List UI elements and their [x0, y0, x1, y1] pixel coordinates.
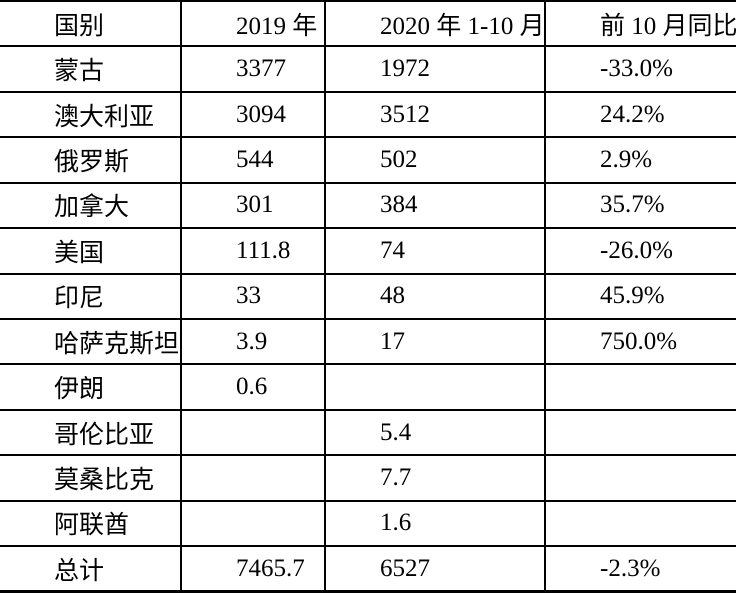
value-2020-cell: 7.7	[324, 454, 545, 501]
table-row-mozambique: 莫桑比克 7.7	[0, 454, 736, 501]
yoy-cell	[544, 499, 736, 547]
value-2019-cell: 3377	[180, 45, 325, 92]
value-2019-cell: 33	[180, 272, 325, 319]
value-2019-cell: 0.6	[180, 363, 325, 410]
yoy-cell: 45.9%	[544, 272, 736, 319]
country-cell: 俄罗斯	[0, 136, 181, 183]
yoy-cell	[544, 454, 736, 501]
country-cell: 美国	[0, 227, 181, 274]
value-2020-cell: 48	[324, 272, 545, 319]
table-row-kazakhstan: 哈萨克斯坦 3.9 17 750.0%	[0, 317, 736, 365]
table-row-australia: 澳大利亚 3094 3512 24.2%	[0, 90, 736, 138]
table-row-indonesia: 印尼 33 48 45.9%	[0, 272, 736, 319]
header-2020-jan-oct: 2020 年 1-10 月	[324, 0, 545, 47]
yoy-cell: 750.0%	[544, 317, 736, 365]
country-cell: 印尼	[0, 272, 181, 319]
country-cell: 澳大利亚	[0, 90, 181, 138]
table-row-mongolia: 蒙古 3377 1972 -33.0%	[0, 45, 736, 92]
header-yoy-first-10-months: 前 10 月同比	[544, 0, 736, 47]
yoy-cell	[544, 408, 736, 456]
country-cell: 加拿大	[0, 181, 181, 229]
country-cell: 哥伦比亚	[0, 408, 181, 456]
value-2020-cell: 6527	[324, 545, 545, 593]
value-2020-cell: 1972	[324, 45, 545, 92]
value-2020-cell: 384	[324, 181, 545, 229]
country-cell: 阿联酋	[0, 499, 181, 547]
country-cell: 哈萨克斯坦	[0, 317, 181, 365]
table-row-uae: 阿联酋 1.6	[0, 499, 736, 547]
value-2019-cell	[180, 499, 325, 547]
value-2020-cell: 5.4	[324, 408, 545, 456]
value-2019-cell: 3.9	[180, 317, 325, 365]
value-2019-cell: 7465.7	[180, 545, 325, 593]
value-2020-cell: 3512	[324, 90, 545, 138]
country-cell: 莫桑比克	[0, 454, 181, 501]
value-2020-cell: 1.6	[324, 499, 545, 547]
value-2020-cell: 17	[324, 317, 545, 365]
value-2019-cell	[180, 408, 325, 456]
header-country: 国别	[0, 0, 181, 47]
value-2019-cell: 3094	[180, 90, 325, 138]
yoy-cell: -26.0%	[544, 227, 736, 274]
yoy-cell	[544, 363, 736, 410]
value-2019-cell: 544	[180, 136, 325, 183]
country-cell: 伊朗	[0, 363, 181, 410]
value-2020-cell: 502	[324, 136, 545, 183]
table-row-iran: 伊朗 0.6	[0, 363, 736, 410]
yoy-cell: 35.7%	[544, 181, 736, 229]
value-2019-cell	[180, 454, 325, 501]
table-row-colombia: 哥伦比亚 5.4	[0, 408, 736, 456]
country-cell: 总计	[0, 545, 181, 593]
value-2020-cell	[324, 363, 545, 410]
yoy-cell: -33.0%	[544, 45, 736, 92]
table-row-canada: 加拿大 301 384 35.7%	[0, 181, 736, 229]
value-2019-cell: 301	[180, 181, 325, 229]
value-2019-cell: 111.8	[180, 227, 325, 274]
table-row-usa: 美国 111.8 74 -26.0%	[0, 227, 736, 274]
value-2020-cell: 74	[324, 227, 545, 274]
table-header-row: 国别 2019 年 2020 年 1-10 月 前 10 月同比	[0, 0, 736, 47]
yoy-cell: 2.9%	[544, 136, 736, 183]
table-row-total: 总计 7465.7 6527 -2.3%	[0, 545, 736, 593]
country-cell: 蒙古	[0, 45, 181, 92]
yoy-cell: 24.2%	[544, 90, 736, 138]
header-2019: 2019 年	[180, 0, 325, 47]
table-row-russia: 俄罗斯 544 502 2.9%	[0, 136, 736, 183]
yoy-cell: -2.3%	[544, 545, 736, 593]
